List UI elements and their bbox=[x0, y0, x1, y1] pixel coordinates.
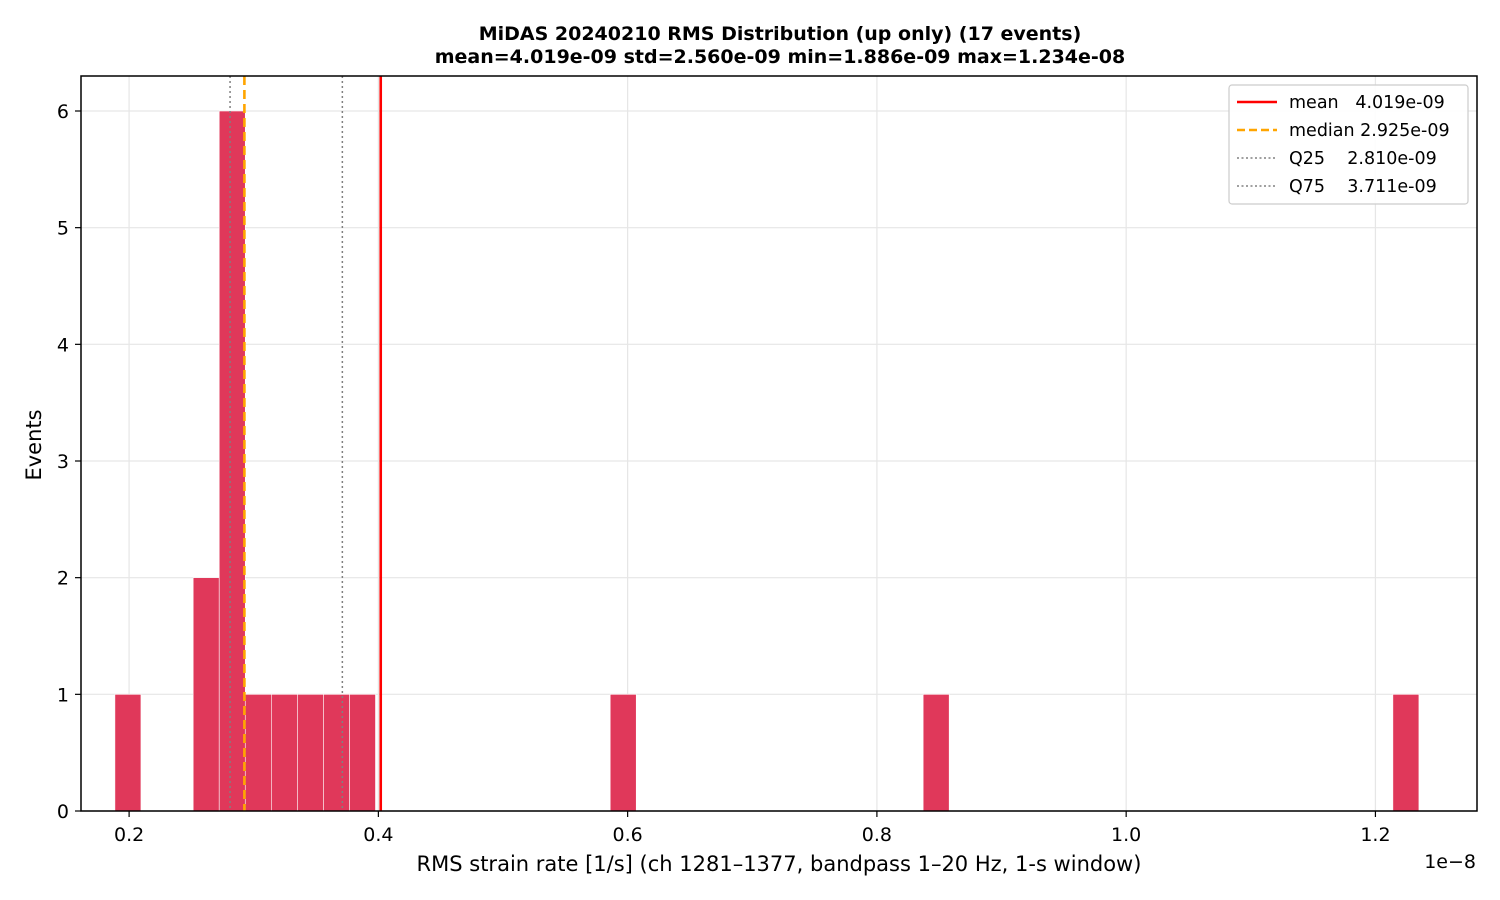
histogram-bar bbox=[244, 694, 272, 812]
legend: mean 4.019e-09 median 2.925e-09 Q25 2.810e… bbox=[1228, 84, 1469, 205]
histogram-bar bbox=[271, 694, 298, 812]
x-tick-label: 0.6 bbox=[613, 824, 643, 846]
chart-title: MiDAS 20240210 RMS Distribution (up only… bbox=[479, 23, 1082, 45]
histogram-bar bbox=[1392, 694, 1420, 812]
x-axis-ticks: 0.2 0.4 0.6 0.8 1.0 1.2 bbox=[114, 811, 1391, 846]
histogram-bar bbox=[922, 694, 950, 812]
chart-subtitle: mean=4.019e-09 std=2.560e-09 min=1.886e-… bbox=[435, 46, 1126, 68]
histogram-bar bbox=[323, 694, 350, 812]
x-tick-label: 0.4 bbox=[363, 824, 393, 846]
legend-label-median: median 2.925e-09 bbox=[1289, 121, 1450, 141]
x-axis-label: RMS strain rate [1/s] (ch 1281–1377, ban… bbox=[417, 852, 1142, 876]
y-tick-label: 2 bbox=[57, 568, 69, 590]
x-tick-label: 1.2 bbox=[1360, 824, 1390, 846]
histogram-bar bbox=[609, 694, 637, 812]
y-axis-label: Events bbox=[22, 409, 46, 480]
y-tick-label: 1 bbox=[57, 684, 69, 706]
x-tick-label: 1.0 bbox=[1111, 824, 1141, 846]
legend-label-mean: mean 4.019e-09 bbox=[1289, 93, 1445, 113]
histogram-bar bbox=[349, 694, 376, 812]
x-axis-offset-label: 1e−8 bbox=[1424, 851, 1476, 873]
x-tick-label: 0.2 bbox=[114, 824, 144, 846]
y-axis-ticks: 0 1 2 3 4 5 6 bbox=[57, 101, 81, 823]
histogram-bars bbox=[114, 110, 1420, 812]
plot-frame bbox=[80, 75, 1478, 812]
histogram-bar bbox=[192, 577, 220, 812]
histogram-bar bbox=[218, 110, 246, 812]
histogram-bar bbox=[114, 694, 142, 812]
legend-box bbox=[1228, 84, 1469, 205]
x-tick-label: 0.8 bbox=[862, 824, 892, 846]
y-tick-label: 0 bbox=[57, 801, 69, 823]
y-tick-label: 5 bbox=[57, 218, 69, 240]
y-tick-label: 4 bbox=[57, 334, 69, 356]
y-tick-label: 6 bbox=[57, 101, 69, 123]
reference-lines bbox=[229, 76, 383, 811]
legend-label-q25: Q25 2.810e-09 bbox=[1289, 149, 1437, 169]
histogram-bar bbox=[297, 694, 324, 812]
legend-label-q75: Q75 3.711e-09 bbox=[1289, 177, 1437, 197]
y-tick-label: 3 bbox=[57, 451, 69, 473]
